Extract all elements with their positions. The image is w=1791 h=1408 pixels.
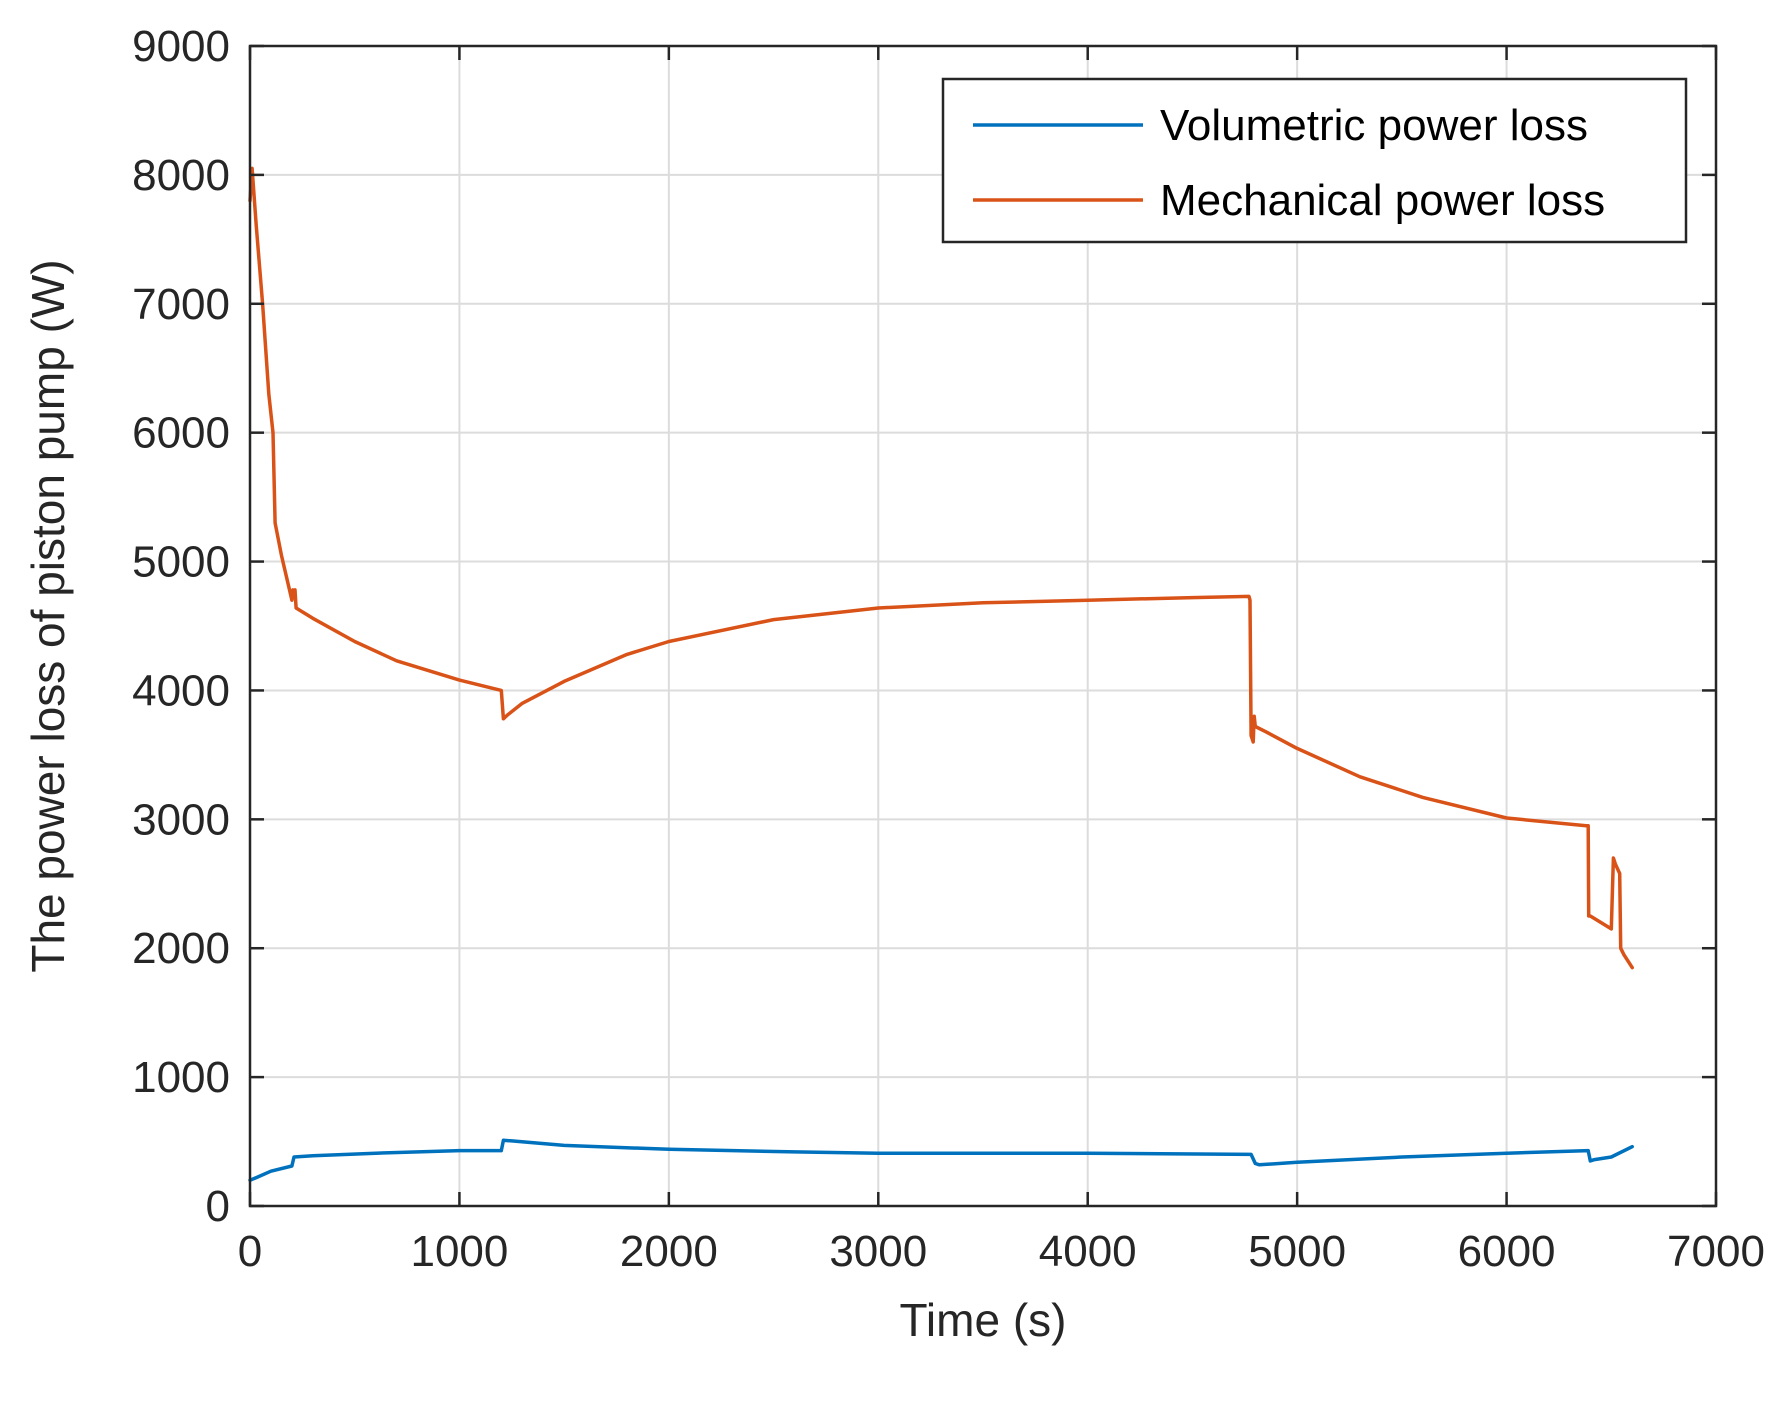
- series-line-mechanical: [248, 166, 1634, 970]
- y-tick-label: 1000: [132, 1053, 230, 1102]
- ticks: [248, 44, 1718, 1208]
- y-tick-label: 5000: [132, 538, 230, 587]
- y-tick-label: 4000: [132, 666, 230, 715]
- y-tick-label: 9000: [132, 22, 230, 71]
- legend-label-mechanical: Mechanical power loss: [1160, 176, 1605, 225]
- legend-box: [941, 77, 1688, 244]
- y-tick-label: 8000: [132, 151, 230, 200]
- series-line-volumetric: [248, 1138, 1634, 1182]
- x-tick-label: 5000: [1248, 1227, 1346, 1276]
- x-tick-label: 3000: [829, 1227, 927, 1276]
- x-tick-label: 4000: [1039, 1227, 1137, 1276]
- x-tick-label: 1000: [410, 1227, 508, 1276]
- y-tick-label: 3000: [132, 795, 230, 844]
- legend: Volumetric power loss Mechanical power l…: [941, 77, 1688, 244]
- plot-frame: [248, 44, 1718, 1208]
- x-tick-label: 2000: [620, 1227, 718, 1276]
- y-tick-label: 6000: [132, 409, 230, 458]
- y-tick-label: 2000: [132, 924, 230, 973]
- legend-label-volumetric: Volumetric power loss: [1160, 101, 1588, 150]
- y-tick-label: 0: [206, 1182, 230, 1231]
- y-tick-label: 7000: [132, 280, 230, 329]
- tick-labels: 0 1000 2000 3000 4000 5000 6000 7000 0 1000 2000 30…: [132, 22, 1765, 1276]
- x-tick-label: 6000: [1458, 1227, 1556, 1276]
- x-axis-label: Time (s): [900, 1294, 1067, 1346]
- x-tick-label: 0: [238, 1227, 262, 1276]
- x-tick-label: 7000: [1667, 1227, 1765, 1276]
- y-axis-label: The power loss of piston pump (W): [22, 259, 74, 972]
- series-layer: [248, 166, 1634, 1182]
